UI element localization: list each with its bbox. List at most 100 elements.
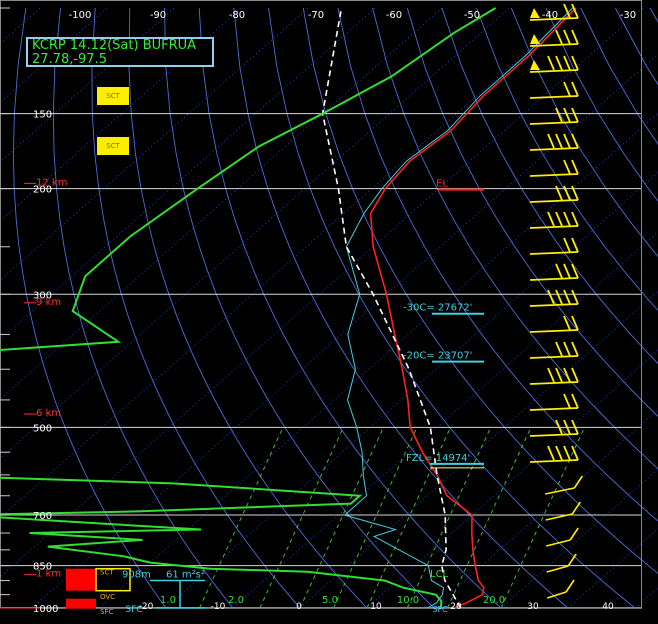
wind-barb-staff bbox=[544, 487, 575, 495]
wind-barb-flag bbox=[571, 445, 579, 461]
dry-adiabat-line bbox=[476, 7, 658, 312]
bottom-temp-label: -10 bbox=[211, 602, 226, 612]
wind-barb-staff bbox=[529, 303, 579, 307]
top-temp-label: -80 bbox=[229, 10, 245, 21]
wind-barb-staff bbox=[529, 173, 579, 177]
cloud-bar-outline bbox=[95, 567, 131, 592]
wind-barb-flag bbox=[563, 159, 571, 175]
wind-barb-flag bbox=[571, 367, 579, 383]
wind-barb-flag bbox=[571, 315, 579, 331]
level-label: FZL= 14974' bbox=[406, 453, 470, 464]
wind-barb-staff bbox=[529, 69, 579, 73]
mixing-ratio-label: 20.0 bbox=[483, 595, 505, 606]
wind-barb-flag bbox=[563, 3, 571, 19]
wind-barb-staff bbox=[529, 121, 579, 125]
wind-barb-staff bbox=[529, 459, 579, 463]
wind-barb-flag bbox=[555, 107, 563, 123]
wind-barb-flag bbox=[563, 263, 571, 279]
temperature-trace bbox=[369, 7, 577, 609]
top-temp-label: -60 bbox=[386, 10, 402, 21]
bottom-temp-label: -20 bbox=[139, 602, 154, 612]
wind-barb-flag bbox=[563, 367, 571, 383]
cloud-bar-label: SCT bbox=[100, 569, 114, 577]
isotherm-line bbox=[0, 7, 510, 460]
mixing-ratio-line bbox=[259, 427, 344, 609]
mixing-ratio-label: 5.0 bbox=[322, 595, 338, 606]
level-markers: EL -30C= 27672' -20C= 23707' FZL= 14974' LCL bbox=[403, 179, 484, 580]
wind-barb-staff bbox=[529, 433, 579, 437]
wind-barb-staff bbox=[529, 225, 579, 229]
bottom-temp-label: 10 bbox=[370, 602, 382, 612]
wind-barb-flag bbox=[563, 185, 571, 201]
wind-barb-flag bbox=[555, 211, 563, 227]
wetbulb-trace bbox=[0, 7, 497, 609]
wind-barb-flag bbox=[555, 419, 563, 435]
mixing-ratio-label: 1.0 bbox=[160, 595, 176, 606]
wind-barb-flag bbox=[563, 211, 571, 227]
wind-barb-flag bbox=[571, 237, 579, 253]
wind-barb-flag bbox=[555, 341, 563, 357]
wind-barb-flag bbox=[547, 289, 555, 305]
wind-barb-flag bbox=[563, 81, 571, 97]
wind-barb-flag bbox=[571, 3, 579, 19]
wind-barb-flag bbox=[563, 341, 571, 357]
wind-barb-flag bbox=[563, 133, 571, 149]
dry-adiabat-line bbox=[372, 7, 658, 470]
wind-barb-flag bbox=[563, 107, 571, 123]
wind-barb-staff bbox=[529, 277, 579, 281]
isotherm-line bbox=[299, 290, 658, 609]
wind-barb-flag bbox=[563, 29, 571, 45]
level-label: -20C= 23707' bbox=[403, 351, 472, 362]
dewpoint-trace bbox=[343, 7, 573, 609]
pressure-label: 850 bbox=[33, 562, 52, 573]
dry-adiabat-line bbox=[441, 7, 658, 365]
isotherm-line bbox=[98, 112, 658, 609]
station-info-box: KCRP 14.12(Sat) BUFRUA 27.78,-97.5 bbox=[26, 37, 214, 67]
wind-barb-flag bbox=[571, 341, 579, 357]
wind-barb-staff bbox=[529, 329, 579, 333]
height-label: 9 km bbox=[36, 297, 61, 308]
wind-barb-flag bbox=[571, 393, 579, 409]
parcel-trace bbox=[321, 7, 462, 609]
sfc-label: SFC bbox=[125, 605, 142, 615]
wind-barb-flag bbox=[571, 81, 579, 97]
wind-barb-flag bbox=[555, 29, 563, 45]
wind-barb-flag bbox=[571, 263, 579, 279]
wind-barb-flag bbox=[555, 445, 563, 461]
level-label: LCL bbox=[430, 569, 449, 580]
wind-barb-staff bbox=[546, 539, 571, 547]
wind-barb-flag bbox=[547, 367, 555, 383]
height-label: 12 km bbox=[36, 177, 67, 188]
hodo-height-label: 908m bbox=[122, 570, 151, 581]
isotherm-line bbox=[0, 7, 577, 519]
top-temp-label: -70 bbox=[308, 10, 324, 21]
wind-barb-flag bbox=[571, 185, 579, 201]
wind-barb-flag bbox=[563, 315, 571, 331]
wind-barb-staff bbox=[529, 17, 579, 21]
station-coords: 27.78,-97.5 bbox=[32, 52, 107, 67]
top-temp-label: -30 bbox=[620, 10, 636, 21]
wind-barb-pennant bbox=[530, 60, 540, 70]
bottom-temp-label: 20 bbox=[450, 602, 462, 612]
wind-barb-flag bbox=[547, 55, 555, 71]
isotherm-line bbox=[0, 7, 443, 400]
isotherm-line bbox=[232, 231, 658, 609]
height-label: 6 km bbox=[36, 408, 61, 419]
wind-barb-flag bbox=[563, 237, 571, 253]
wind-barb-flag bbox=[571, 107, 579, 123]
wind-barb-flag bbox=[555, 289, 563, 305]
wind-barb-staff bbox=[546, 565, 569, 573]
wind-barb-flag bbox=[555, 133, 563, 149]
isotherm-line bbox=[567, 527, 658, 609]
wind-barb-flag bbox=[547, 445, 555, 461]
wind-barb-tail bbox=[567, 553, 577, 567]
mixing-ratio-label: 10.0 bbox=[397, 595, 419, 606]
bottom-temp-label: 40 bbox=[602, 602, 614, 612]
pressure-label: 700 bbox=[33, 511, 52, 522]
wind-barb-pennant bbox=[530, 8, 540, 18]
wind-barb-flag bbox=[571, 289, 579, 305]
isotherm-line bbox=[500, 468, 658, 609]
dry-adiabat-line bbox=[580, 7, 658, 145]
surface-markers: SCT OVC SFC SFC SFC 908m 61 m²s² bbox=[0, 567, 448, 616]
wind-barb-staff bbox=[529, 95, 579, 99]
